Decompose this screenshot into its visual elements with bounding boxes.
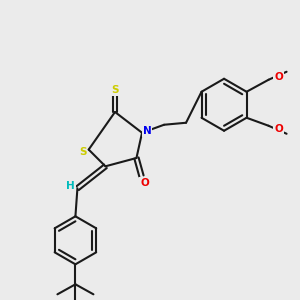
Text: S: S	[111, 85, 119, 95]
Text: H: H	[66, 181, 75, 191]
Text: N: N	[143, 126, 152, 136]
Text: O: O	[274, 124, 283, 134]
Text: O: O	[274, 72, 283, 82]
Text: O: O	[140, 178, 149, 188]
Text: S: S	[79, 147, 86, 157]
